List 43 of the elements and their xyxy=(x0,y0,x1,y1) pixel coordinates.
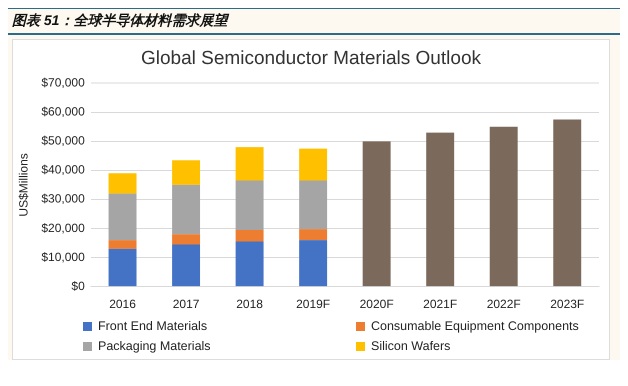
y-tick-label: $30,000 xyxy=(41,192,86,206)
bar xyxy=(236,230,264,242)
bar xyxy=(172,184,200,234)
bar xyxy=(299,240,328,286)
bar xyxy=(426,132,454,286)
bar xyxy=(236,180,264,230)
bar xyxy=(553,120,582,286)
chart-subtitle: Global Semiconductor Materials Outlook xyxy=(140,47,482,70)
bar xyxy=(299,148,328,181)
x-tick-label: 2019F xyxy=(296,297,330,312)
y-tick-label: $10,000 xyxy=(41,250,86,264)
bar xyxy=(362,141,391,286)
bar xyxy=(108,240,137,249)
bar xyxy=(299,180,328,230)
bar xyxy=(490,126,518,286)
x-tick-label: 2020F xyxy=(360,297,394,312)
x-tick-label: 2017 xyxy=(172,297,200,312)
y-tick-label: $0 xyxy=(71,278,86,293)
bar xyxy=(172,244,200,286)
x-tick-label: 2018 xyxy=(236,297,264,312)
bar xyxy=(172,234,200,244)
bar xyxy=(172,160,200,185)
bar xyxy=(236,242,264,286)
y-axis-title: US$Millions xyxy=(16,153,31,217)
legend-label: Packaging Materials xyxy=(98,339,211,353)
x-tick-label: 2023F xyxy=(550,297,584,312)
chart-title: 图表 51：全球半导体材料需求展望 xyxy=(8,8,620,35)
y-tick-label: $60,000 xyxy=(41,104,86,119)
bar xyxy=(108,194,137,240)
legend-label: Consumable Equipment Components xyxy=(371,319,579,333)
bar xyxy=(299,229,328,240)
legend-label: Front End Materials xyxy=(98,319,208,333)
bar xyxy=(108,173,137,194)
x-tick-label: 2022F xyxy=(486,297,521,312)
x-tick-label: 2021F xyxy=(423,297,458,312)
bar xyxy=(236,147,264,181)
y-tick-label: $20,000 xyxy=(41,220,86,235)
y-tick-label: $50,000 xyxy=(41,134,86,148)
x-tick-label: 2016 xyxy=(109,297,136,312)
legend-label: Silicon Wafers xyxy=(371,339,450,353)
y-tick-label: $40,000 xyxy=(41,162,86,177)
bar xyxy=(108,248,137,286)
y-tick-label: $70,000 xyxy=(41,76,86,90)
